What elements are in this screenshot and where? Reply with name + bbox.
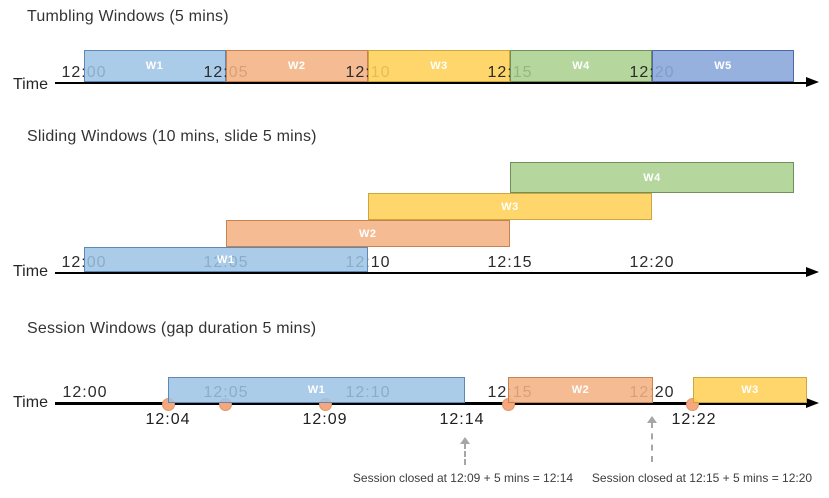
- window-w1: W1: [83, 50, 226, 82]
- window-w2: W2: [225, 220, 510, 247]
- tick-label: 12:00: [62, 384, 108, 401]
- window-label: W1: [217, 253, 235, 266]
- event-time-label: 12:14: [439, 411, 485, 428]
- window-label: W1: [145, 60, 164, 72]
- sliding-windows-title: Sliding Windows (10 mins, slide 5 mins): [27, 128, 317, 145]
- tick-label: 12:15: [487, 253, 533, 271]
- window-label: W2: [288, 60, 306, 72]
- window-w5: W5: [652, 50, 794, 82]
- window-label: W3: [430, 60, 448, 72]
- tick-label: 12:20: [629, 253, 675, 271]
- window-label: W3: [741, 384, 759, 396]
- session-closed-note: Session closed at 12:15 + 5 mins = 12:20: [591, 471, 813, 485]
- window-w3: W3: [368, 193, 652, 220]
- sliding-time-axis-label: Time: [13, 263, 48, 280]
- window-w1: W1: [168, 377, 465, 403]
- window-w3: W3: [368, 50, 510, 82]
- tumbling-windows-title: Tumbling Windows (5 mins): [27, 8, 229, 25]
- dashed-up-arrowhead-icon: [460, 437, 470, 444]
- dashed-arrow-line: [464, 443, 466, 465]
- time-axis-arrowhead-icon: [806, 267, 819, 278]
- time-axis-line: [55, 271, 806, 274]
- event-time-label: 12:22: [671, 411, 717, 428]
- window-w2: W2: [225, 50, 368, 82]
- window-label: W2: [571, 384, 590, 396]
- window-w4: W4: [510, 50, 652, 82]
- window-label: W2: [359, 227, 377, 240]
- dashed-up-arrowhead-icon: [647, 416, 657, 423]
- window-w4: W4: [510, 162, 794, 193]
- time-axis-line: [55, 402, 806, 405]
- session-time-axis-label: Time: [13, 394, 48, 411]
- time-axis-line: [55, 81, 806, 84]
- dashed-arrow-line: [651, 422, 653, 462]
- session-windows-title: Session Windows (gap duration 5 mins): [27, 320, 317, 337]
- tumbling-time-axis-label: Time: [13, 76, 48, 93]
- event-time-label: 12:04: [145, 411, 191, 428]
- window-w2: W2: [508, 377, 653, 403]
- time-axis-arrowhead-icon: [806, 77, 819, 88]
- window-label: W1: [307, 384, 326, 396]
- window-label: W4: [643, 171, 661, 184]
- time-axis-arrowhead-icon: [806, 397, 819, 408]
- window-w3: W3: [693, 377, 807, 403]
- session-closed-note: Session closed at 12:09 + 5 mins = 12:14: [352, 471, 574, 485]
- window-label: W3: [501, 200, 519, 213]
- window-label: W5: [714, 60, 732, 72]
- window-label: W4: [572, 60, 590, 72]
- event-time-label: 12:09: [302, 411, 348, 428]
- window-w1: W1: [83, 247, 368, 272]
